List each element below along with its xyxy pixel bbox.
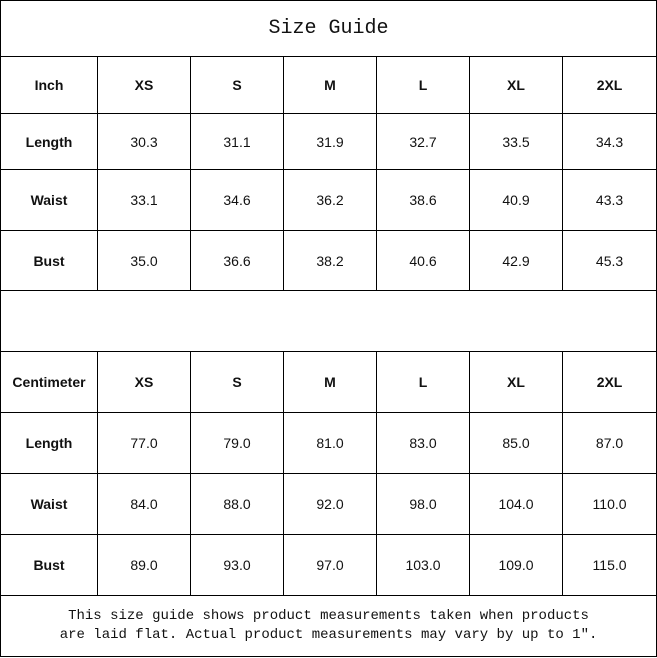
measurement-cell: 84.0 bbox=[97, 473, 191, 535]
measurement-cell: 43.3 bbox=[561, 169, 657, 231]
measurement-cell: 98.0 bbox=[376, 473, 470, 535]
page-title: Size Guide bbox=[0, 0, 657, 57]
measurement-cell: 83.0 bbox=[376, 412, 470, 474]
measurement-cell: 104.0 bbox=[469, 473, 563, 535]
row-label: Length bbox=[0, 113, 98, 170]
size-header-2xl: 2XL bbox=[561, 56, 657, 114]
row-label: Waist bbox=[0, 169, 98, 231]
measurement-cell: 89.0 bbox=[97, 534, 191, 596]
measurement-note: This size guide shows product measuremen… bbox=[0, 595, 657, 657]
size-header-m: M bbox=[283, 351, 377, 413]
measurement-cell: 33.5 bbox=[469, 113, 563, 170]
size-header-xs: XS bbox=[97, 351, 191, 413]
measurement-cell: 88.0 bbox=[190, 473, 284, 535]
measurement-cell: 35.0 bbox=[97, 230, 191, 291]
size-header-xl: XL bbox=[469, 351, 563, 413]
measurement-cell: 36.2 bbox=[283, 169, 377, 231]
measurement-cell: 38.6 bbox=[376, 169, 470, 231]
row-label: Waist bbox=[0, 473, 98, 535]
measurement-cell: 30.3 bbox=[97, 113, 191, 170]
measurement-cell: 40.6 bbox=[376, 230, 470, 291]
measurement-cell: 81.0 bbox=[283, 412, 377, 474]
table-row: Length 30.3 31.1 31.9 32.7 33.5 34.3 bbox=[0, 113, 657, 170]
size-header-m: M bbox=[283, 56, 377, 114]
inch-header-row: Inch XS S M L XL 2XL bbox=[0, 56, 657, 114]
size-header-l: L bbox=[376, 56, 470, 114]
measurement-cell: 109.0 bbox=[469, 534, 563, 596]
unit-label: Inch bbox=[0, 56, 98, 114]
unit-label: Centimeter bbox=[0, 351, 98, 413]
row-label: Bust bbox=[0, 534, 98, 596]
table-row: Waist 33.1 34.6 36.2 38.6 40.9 43.3 bbox=[0, 169, 657, 231]
cm-header-row: Centimeter XS S M L XL 2XL bbox=[0, 351, 657, 413]
size-header-xl: XL bbox=[469, 56, 563, 114]
measurement-cell: 33.1 bbox=[97, 169, 191, 231]
table-row: Waist 84.0 88.0 92.0 98.0 104.0 110.0 bbox=[0, 473, 657, 535]
measurement-cell: 36.6 bbox=[190, 230, 284, 291]
size-header-l: L bbox=[376, 351, 470, 413]
size-header-s: S bbox=[190, 351, 284, 413]
measurement-cell: 38.2 bbox=[283, 230, 377, 291]
measurement-cell: 77.0 bbox=[97, 412, 191, 474]
measurement-cell: 92.0 bbox=[283, 473, 377, 535]
table-row: Bust 35.0 36.6 38.2 40.6 42.9 45.3 bbox=[0, 230, 657, 291]
measurement-cell: 34.3 bbox=[561, 113, 657, 170]
measurement-cell: 85.0 bbox=[469, 412, 563, 474]
measurement-cell: 32.7 bbox=[376, 113, 470, 170]
measurement-cell: 40.9 bbox=[469, 169, 563, 231]
measurement-cell: 115.0 bbox=[561, 534, 657, 596]
size-header-xs: XS bbox=[97, 56, 191, 114]
size-header-s: S bbox=[190, 56, 284, 114]
measurement-cell: 79.0 bbox=[190, 412, 284, 474]
table-row: Length 77.0 79.0 81.0 83.0 85.0 87.0 bbox=[0, 412, 657, 474]
measurement-cell: 31.9 bbox=[283, 113, 377, 170]
measurement-cell: 34.6 bbox=[190, 169, 284, 231]
measurement-cell: 110.0 bbox=[561, 473, 657, 535]
size-header-2xl: 2XL bbox=[561, 351, 657, 413]
note-line1: This size guide shows product measuremen… bbox=[68, 608, 589, 624]
row-label: Bust bbox=[0, 230, 98, 291]
measurement-cell: 103.0 bbox=[376, 534, 470, 596]
spacer-row bbox=[0, 290, 657, 352]
measurement-cell: 31.1 bbox=[190, 113, 284, 170]
measurement-cell: 87.0 bbox=[561, 412, 657, 474]
table-row: Bust 89.0 93.0 97.0 103.0 109.0 115.0 bbox=[0, 534, 657, 596]
note-line2: are laid flat. Actual product measuremen… bbox=[59, 627, 598, 643]
measurement-cell: 93.0 bbox=[190, 534, 284, 596]
row-label: Length bbox=[0, 412, 98, 474]
measurement-cell: 97.0 bbox=[283, 534, 377, 596]
measurement-cell: 42.9 bbox=[469, 230, 563, 291]
measurement-cell: 45.3 bbox=[561, 230, 657, 291]
spacer bbox=[0, 290, 657, 352]
